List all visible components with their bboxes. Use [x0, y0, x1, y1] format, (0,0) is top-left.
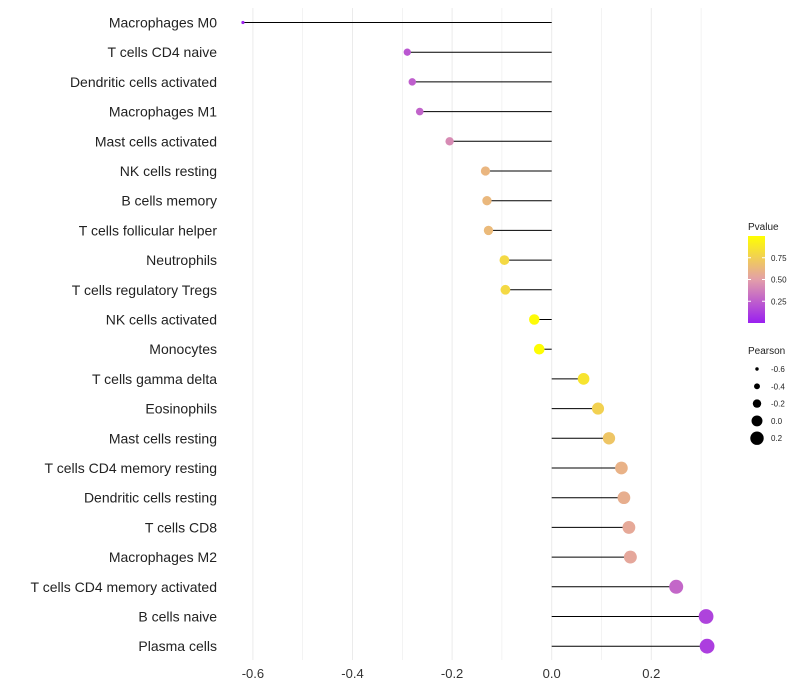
- category-label: Macrophages M1: [109, 104, 217, 120]
- lollipop-dot: [483, 225, 494, 236]
- category-label: Mast cells activated: [95, 133, 217, 149]
- pearson-legend-title: Pearson: [748, 346, 785, 357]
- pearson-legend-dot: [755, 367, 759, 371]
- lollipop-dot: [591, 402, 605, 415]
- category-label: Macrophages M0: [109, 15, 217, 31]
- category-label: Eosinophils: [145, 401, 217, 417]
- lollipop-dot: [499, 255, 510, 265]
- x-tick-label: -0.4: [341, 666, 363, 681]
- pearson-legend-label: -0.6: [771, 365, 785, 374]
- pearson-legend: Pearson -0.6 -0.4 -0.2 0.0 0.2: [748, 346, 785, 445]
- category-label: Macrophages M2: [109, 549, 217, 565]
- category-label: T cells CD4 naive: [108, 44, 218, 60]
- lollipop-dots: [241, 20, 715, 654]
- x-tick-label: -0.6: [242, 666, 264, 681]
- lollipop-dot: [480, 166, 491, 176]
- category-label: NK cells resting: [120, 163, 217, 179]
- lollipop-dot: [622, 520, 636, 534]
- category-label: T cells CD4 memory activated: [31, 579, 217, 595]
- lollipop-dot: [533, 343, 545, 355]
- lollipop-dot: [415, 107, 424, 116]
- category-label: Dendritic cells resting: [84, 490, 217, 506]
- lollipop-dot: [623, 550, 637, 564]
- lollipop-dot: [241, 20, 245, 25]
- lollipop-dot: [615, 461, 628, 475]
- pvalue-legend-label: 0.25: [771, 297, 787, 306]
- pvalue-legend-label: 0.75: [771, 254, 787, 263]
- lollipop-stems: [242, 22, 708, 647]
- x-tick-label: -0.2: [441, 666, 463, 681]
- category-label: Monocytes: [149, 341, 217, 357]
- lollipop-dot: [602, 432, 616, 445]
- lollipop-dot: [577, 373, 590, 385]
- pearson-legend-dot: [754, 383, 760, 390]
- lollipop-dot: [445, 137, 454, 146]
- pearson-legend-dot: [750, 431, 764, 445]
- lollipop-dot: [500, 284, 511, 295]
- pvalue-legend: Pvalue 0.25 0.50 0.75: [748, 222, 787, 323]
- category-label: T cells CD8: [145, 519, 217, 535]
- pvalue-colorbar: [748, 236, 765, 323]
- x-tick-label: 0.2: [642, 666, 660, 681]
- pearson-legend-label: -0.4: [771, 382, 785, 391]
- pearson-legend-dot: [752, 399, 762, 408]
- lollipop-dot: [403, 48, 411, 56]
- lollipop-dot: [482, 196, 492, 206]
- pvalue-legend-label: 0.50: [771, 276, 787, 285]
- y-axis-labels: Macrophages M0 T cells CD4 naive Dendritic…: [31, 15, 218, 655]
- lollipop-dot: [669, 579, 684, 594]
- pvalue-legend-title: Pvalue: [748, 222, 779, 233]
- category-label: T cells gamma delta: [92, 371, 217, 387]
- lollipop-dot: [699, 638, 715, 654]
- pearson-legend-label: -0.2: [771, 400, 785, 409]
- pearson-legend-label: 0.0: [771, 417, 783, 426]
- lollipop-dot: [617, 491, 631, 505]
- category-label: Plasma cells: [138, 638, 217, 654]
- pearson-legend-dot: [751, 415, 763, 427]
- lollipop-dot: [698, 609, 714, 624]
- category-label: T cells follicular helper: [79, 222, 218, 238]
- x-tick-label: 0.0: [543, 666, 561, 681]
- category-label: NK cells activated: [106, 312, 217, 328]
- category-label: B cells memory: [121, 193, 217, 209]
- lollipop-dot: [529, 314, 540, 325]
- category-label: Mast cells resting: [109, 430, 217, 446]
- category-label: Dendritic cells activated: [70, 74, 217, 90]
- category-label: Neutrophils: [146, 252, 217, 268]
- category-label: T cells regulatory Tregs: [72, 282, 217, 298]
- pearson-legend-label: 0.2: [771, 434, 783, 443]
- grid-lines: [252, 8, 702, 660]
- x-axis-ticks: -0.6 -0.4 -0.2 0.0 0.2: [242, 666, 661, 681]
- category-label: B cells naive: [138, 609, 217, 625]
- category-label: T cells CD4 memory resting: [45, 460, 217, 476]
- lollipop-dot: [408, 78, 416, 86]
